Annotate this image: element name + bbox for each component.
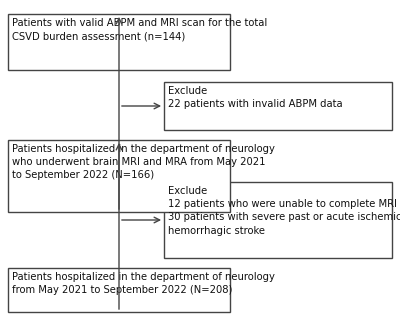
- Text: Patients hospitalized in the department of neurology
who underwent brain MRI and: Patients hospitalized in the department …: [12, 144, 275, 180]
- Text: Patients hospitalized in the department of neurology
from May 2021 to September : Patients hospitalized in the department …: [12, 272, 275, 295]
- Bar: [8, 268, 230, 312]
- Bar: [8, 140, 230, 212]
- Text: Exclude
12 patients who were unable to complete MRI
30 patients with severe past: Exclude 12 patients who were unable to c…: [168, 186, 400, 236]
- Text: Patients with valid ABPM and MRI scan for the total
CSVD burden assessment (n=14: Patients with valid ABPM and MRI scan fo…: [12, 18, 267, 41]
- Text: Exclude
22 patients with invalid ABPM data: Exclude 22 patients with invalid ABPM da…: [168, 86, 343, 109]
- Bar: [164, 182, 392, 258]
- Bar: [164, 82, 392, 130]
- Bar: [8, 14, 230, 70]
